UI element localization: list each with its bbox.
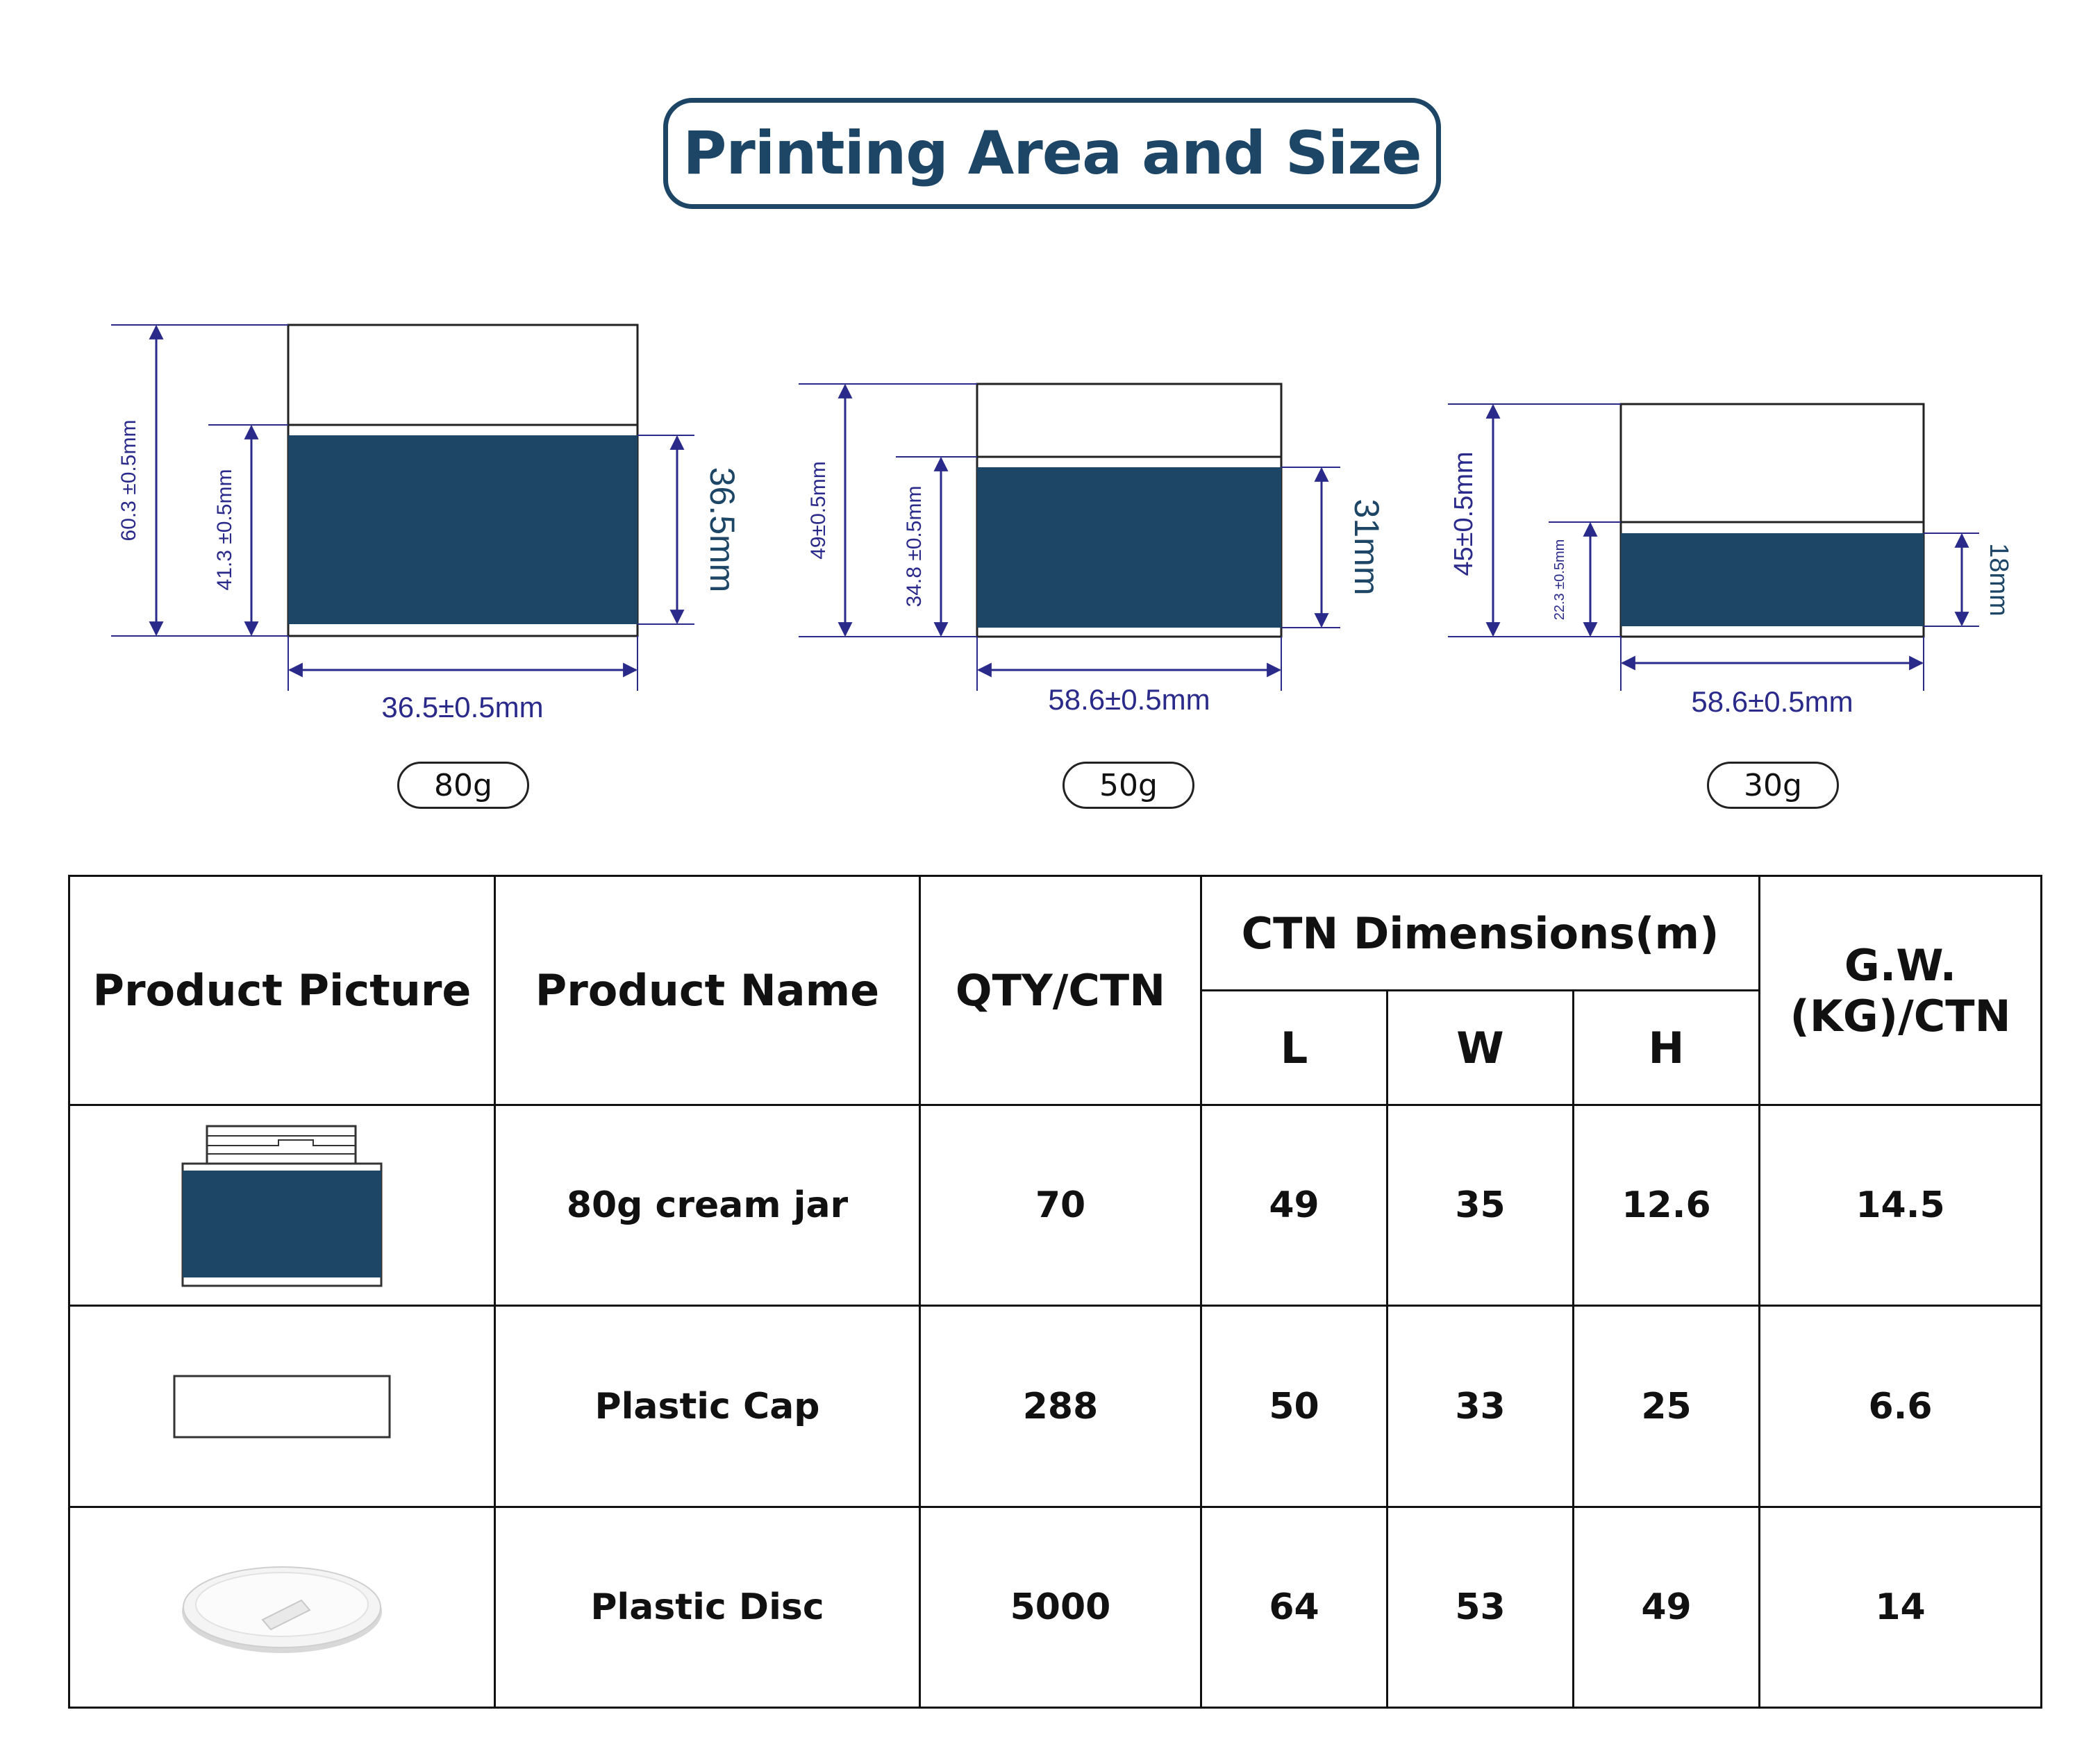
header-qty-ctn: QTY/CTN: [919, 875, 1202, 1106]
band-height-label: 31mm: [1347, 499, 1386, 596]
table-row: Plastic Cap 288 50 33 25 6.6: [68, 1305, 2042, 1508]
total-height-label: 49±0.5mm: [807, 461, 830, 560]
product-name-cell: Plastic Cap: [494, 1305, 921, 1508]
width-cell: 33: [1386, 1305, 1574, 1508]
height-cell: 12.6: [1572, 1104, 1760, 1307]
plastic-disc-icon: [182, 1566, 382, 1653]
height-cell: 25: [1572, 1305, 1760, 1508]
product-picture-cell: [68, 1305, 496, 1508]
product-name-cell: Plastic Disc: [494, 1506, 921, 1709]
width-label: 36.5±0.5mm: [381, 691, 543, 723]
length-cell: 64: [1200, 1506, 1388, 1709]
weight-badge-80g: 80g: [397, 762, 529, 809]
jar-80g-diagram: 60.3 ±0.5mm 41.3 ±0.5mm 36.5mm 36.5±0.5m…: [111, 324, 742, 723]
weight-badge-30g: 30g: [1707, 762, 1839, 809]
header-ctn-dimensions: CTN Dimensions(m): [1200, 875, 1760, 991]
header-product-name: Product Name: [494, 875, 921, 1106]
cream-jar-icon: [181, 1125, 383, 1287]
header-height: H: [1572, 989, 1760, 1106]
weight-badge-50g: 50g: [1062, 762, 1194, 809]
jar-30g-diagram: 45±0.5mm 22.3 ±0.5mm 18mm 58.6±0.5mm: [1448, 403, 2013, 718]
gross-weight-cell: 14.5: [1758, 1104, 2042, 1307]
table-row: Plastic Disc 5000 64 53 49 14: [68, 1506, 2042, 1709]
header-row: Product Picture Product Name QTY/CTN CTN…: [68, 875, 2042, 1106]
table-row: 80g cream jar 70 49 35 12.6 14.5: [68, 1104, 2042, 1307]
length-cell: 50: [1200, 1305, 1388, 1508]
length-cell: 49: [1200, 1104, 1388, 1307]
header-gross-weight: G.W. (KG)/CTN: [1758, 875, 2042, 1106]
product-spec-table: Product Picture Product Name QTY/CTN CTN…: [68, 875, 2042, 1709]
plastic-cap-icon: [173, 1375, 391, 1438]
print-zone-height-label: 41.3 ±0.5mm: [213, 469, 236, 591]
width-cell: 35: [1386, 1104, 1574, 1307]
print-band: [288, 435, 638, 624]
width-cell: 53: [1386, 1506, 1574, 1709]
qty-cell: 5000: [919, 1506, 1202, 1709]
width-label: 58.6±0.5mm: [1691, 685, 1853, 718]
header-product-picture: Product Picture: [68, 875, 496, 1106]
qty-cell: 288: [919, 1305, 1202, 1508]
qty-cell: 70: [919, 1104, 1202, 1307]
subheader-row: L W H: [69, 989, 2042, 1106]
gross-weight-cell: 6.6: [1758, 1305, 2042, 1508]
band-height-label: 18mm: [1984, 543, 2013, 617]
title-box: Printing Area and Size: [663, 98, 1441, 209]
jar-50g-diagram: 49±0.5mm 34.8 ±0.5mm 31mm 58.6±0.5mm: [799, 383, 1386, 716]
print-band: [977, 467, 1281, 628]
print-band: [1621, 533, 1924, 626]
header-width: W: [1386, 989, 1574, 1106]
print-zone-height-label: 22.3 ±0.5mm: [1552, 539, 1567, 621]
width-label: 58.6±0.5mm: [1048, 683, 1210, 716]
print-zone-height-label: 34.8 ±0.5mm: [903, 486, 926, 607]
total-height-label: 60.3 ±0.5mm: [117, 420, 140, 542]
gross-weight-cell: 14: [1758, 1506, 2042, 1709]
jar-dimension-diagrams: 60.3 ±0.5mm 41.3 ±0.5mm 36.5mm 36.5±0.5m…: [111, 324, 2013, 723]
header-length: L: [1200, 989, 1388, 1106]
product-picture-cell: [68, 1104, 496, 1307]
band-height-label: 36.5mm: [703, 467, 742, 593]
total-height-label: 45±0.5mm: [1449, 451, 1478, 576]
product-name-cell: 80g cream jar: [494, 1104, 921, 1307]
page-title: Printing Area and Size: [683, 119, 1422, 188]
product-picture-cell: [68, 1506, 496, 1709]
header-gross-weight-line1: G.W.: [1844, 939, 1957, 991]
header-gross-weight-line2: (KG)/CTN: [1790, 990, 2011, 1041]
height-cell: 49: [1572, 1506, 1760, 1709]
